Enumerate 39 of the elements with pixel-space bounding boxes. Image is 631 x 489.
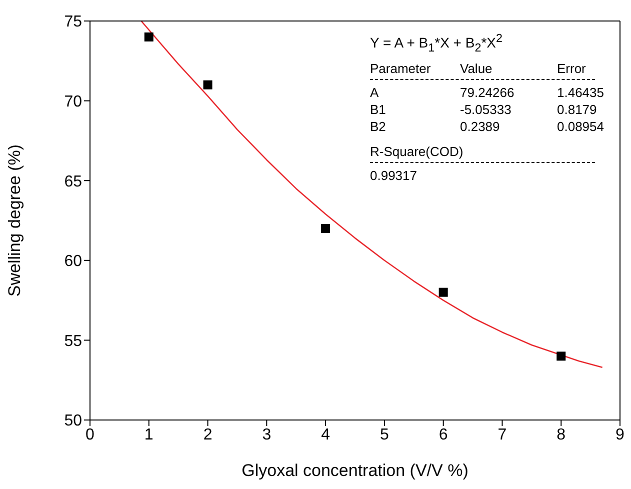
annotation: 79.24266: [460, 84, 516, 102]
y-tick-label: 70: [64, 93, 82, 110]
point: [438, 288, 448, 297]
annotation: Y = A + B$_{1}$*X + B$_{2}$*X$^{2}$: [370, 31, 504, 56]
x-tick-label: 1: [144, 426, 154, 444]
x-tick-label: 5: [380, 426, 389, 444]
x-tick-label: 4: [321, 426, 330, 444]
y-axis-title: Swelling degree (%): [5, 144, 24, 297]
annotation: 0.99317: [370, 167, 418, 184]
x-tick-label: 3: [262, 426, 272, 444]
x-tick-label: 7: [498, 426, 507, 444]
annotation: R-Square(COD): [370, 143, 595, 164]
annotation: 0.2389: [460, 118, 501, 136]
annotation: B1: [370, 101, 387, 118]
point: [556, 352, 566, 361]
point: [144, 32, 154, 42]
x-tick-label: 9: [616, 426, 625, 444]
point: [203, 80, 212, 90]
annotation: Value: [460, 60, 494, 78]
x-tick-label: 0: [86, 426, 95, 444]
x-tick-label: 8: [556, 426, 566, 444]
annotation: 0.8179: [557, 101, 598, 118]
y-tick-label: 60: [64, 253, 82, 270]
x-tick-label: 6: [438, 426, 448, 444]
annotation: 0.08954: [557, 118, 605, 136]
x-axis-title: Glyoxal concentration (V/V %): [242, 461, 468, 480]
annotation: Parameter: [370, 60, 432, 78]
y-tick-label: 75: [64, 14, 82, 31]
y-tick-label: 55: [64, 332, 82, 350]
annotation: -5.05333: [460, 101, 512, 118]
y-tick-label: 65: [64, 173, 82, 190]
annotation: 1.46435: [557, 84, 605, 102]
x-tick-label: 2: [203, 426, 212, 444]
line-series: [140, 21, 603, 368]
point: [321, 224, 330, 233]
annotation: A: [370, 84, 380, 102]
annotation: Error: [557, 60, 587, 78]
annotation: B2: [370, 118, 387, 136]
y-tick-label: 50: [64, 412, 82, 430]
